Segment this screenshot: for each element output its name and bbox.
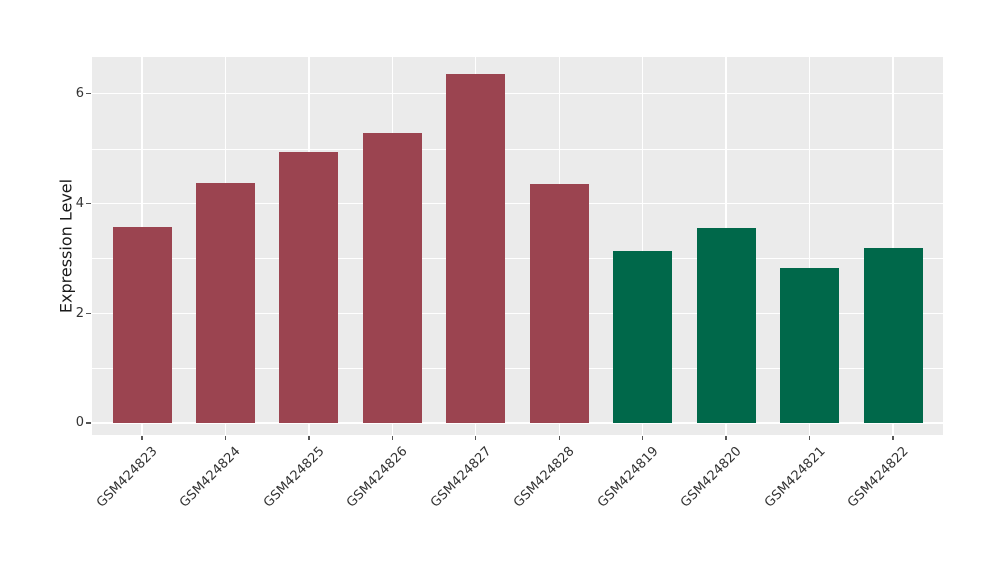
plot-panel [92,57,943,435]
minor-gridline [92,258,943,260]
x-tick-label: GSM424822 [845,444,912,511]
x-tick-label: GSM424824 [177,444,245,511]
x-tick-label: GSM424828 [511,444,578,511]
x-tick-label: GSM424826 [344,444,411,511]
minor-gridline [92,368,943,369]
bar-GSM424821 [780,268,840,423]
y-tick-mark [86,422,91,424]
x-tick-label: GSM424821 [761,444,829,511]
bar-GSM424819 [613,250,673,423]
major-gridline [92,312,943,314]
bar-GSM424824 [195,183,255,423]
y-tick-label: 6 [75,86,84,102]
bar-GSM424823 [112,227,172,423]
x-tick-mark [391,436,393,440]
x-tick-label: GSM424823 [94,444,161,511]
bar-GSM424827 [446,74,506,423]
major-gridline [92,202,943,205]
bar-GSM424822 [863,247,923,423]
y-tick-label: 4 [75,195,84,211]
y-tick-mark [86,202,91,205]
vertical-gridline [808,57,811,435]
y-tick-mark [86,93,91,95]
bar-GSM424828 [529,183,589,423]
major-gridline [92,422,943,424]
major-gridline [92,93,943,95]
bar-GSM424826 [362,132,422,423]
x-tick-mark [308,436,310,440]
y-tick-mark [86,312,91,314]
x-tick-mark [475,436,477,440]
x-tick-mark [725,436,727,440]
y-tick-label: 2 [75,305,84,321]
x-tick-mark [224,436,227,440]
x-tick-mark [892,436,894,440]
x-tick-label: GSM424827 [427,444,495,511]
x-tick-mark [808,436,811,440]
x-tick-mark [141,436,143,440]
y-tick-label: 0 [75,415,84,431]
vertical-gridline [641,57,644,435]
minor-gridline [92,148,943,150]
vertical-gridline [892,57,894,435]
bar-GSM424820 [696,228,756,423]
x-tick-mark [558,436,560,440]
bar-GSM424825 [279,151,339,423]
x-tick-label: GSM424820 [678,444,745,511]
x-tick-label: GSM424825 [260,444,328,511]
x-tick-mark [642,436,644,440]
x-tick-label: GSM424819 [594,444,662,511]
